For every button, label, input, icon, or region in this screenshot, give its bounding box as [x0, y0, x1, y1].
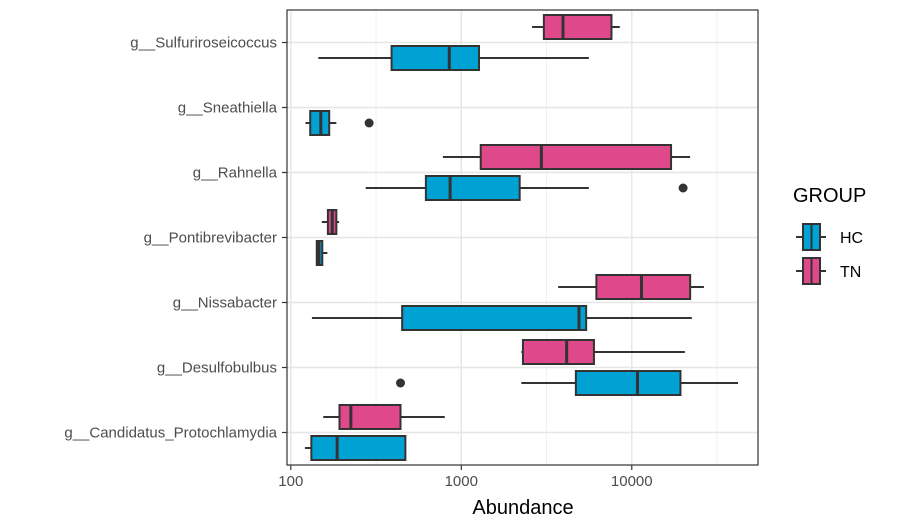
y-tick-label: g__Candidatus_Protochlamydia	[64, 425, 277, 442]
box-iqr	[401, 305, 588, 331]
box-iqr	[542, 14, 613, 40]
x-tick-label: 100	[278, 473, 303, 490]
y-tick-label: g__Sulfuriroseicoccus	[130, 35, 277, 52]
box-iqr	[479, 144, 673, 170]
outlier-point	[678, 183, 688, 193]
legend-title: GROUP	[793, 185, 866, 207]
box-iqr	[338, 404, 402, 430]
box-iqr	[595, 274, 692, 300]
y-tick-label: g__Sneathiella	[178, 100, 278, 117]
box-hc-g__Sneathiella	[305, 110, 374, 136]
box-tn-g__Nissabacter	[558, 274, 704, 300]
legend-item-hc: HC	[796, 223, 863, 251]
outlier-point	[364, 118, 374, 128]
box-hc-g__Desulfobulbus	[395, 370, 739, 396]
box-tn-g__Sulfuriroseicoccus	[532, 14, 620, 40]
box-hc-g__Candidatus_Protochlamydia	[304, 435, 407, 461]
legend-label: TN	[840, 264, 861, 281]
box-hc-g__Pontibrevibacter	[315, 240, 328, 266]
y-tick-label: g__Nissabacter	[173, 295, 277, 312]
box-iqr	[521, 339, 595, 365]
legend: GROUP HC TN	[793, 185, 866, 285]
box-hc-g__Rahnella	[365, 175, 688, 201]
box-hc-g__Nissabacter	[311, 305, 692, 331]
plot-panel	[286, 9, 759, 466]
box-tn-g__Pontibrevibacter	[321, 209, 340, 235]
box-hc-g__Sulfuriroseicoccus	[318, 45, 589, 71]
x-axis: 100 1000 10000	[278, 465, 653, 490]
y-tick-label: g__Pontibrevibacter	[144, 230, 277, 247]
x-tick-label: 1000	[445, 473, 478, 490]
x-tick-label: 10000	[611, 473, 653, 490]
box-tn-g__Desulfobulbus	[521, 339, 685, 365]
legend-label: HC	[840, 230, 863, 247]
box-iqr	[424, 175, 521, 201]
box-tn-g__Rahnella	[442, 144, 691, 170]
x-axis-title: Abundance	[472, 497, 573, 519]
box-iqr	[310, 435, 407, 461]
box-iqr	[574, 370, 682, 396]
box-tn-g__Candidatus_Protochlamydia	[323, 404, 445, 430]
box-iqr	[390, 45, 480, 71]
outlier-point	[395, 378, 405, 388]
y-tick-label: g__Desulfobulbus	[157, 360, 277, 377]
y-tick-label: g__Rahnella	[193, 165, 278, 182]
y-axis: g__Sulfuriroseicoccus g__Sneathiella g__Ra…	[64, 35, 287, 442]
legend-item-tn: TN	[796, 257, 861, 285]
